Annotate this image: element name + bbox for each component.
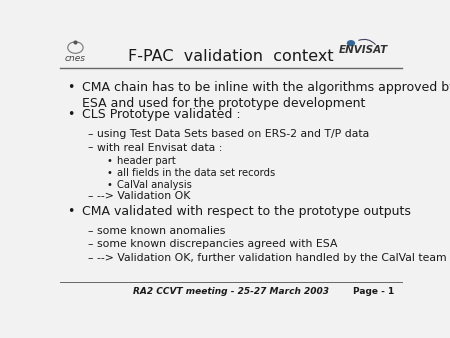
- Text: cnes: cnes: [65, 54, 86, 63]
- Text: some known discrepancies agreed with ESA: some known discrepancies agreed with ESA: [97, 239, 338, 249]
- Text: •: •: [107, 156, 112, 166]
- Text: --> Validation OK: --> Validation OK: [97, 191, 191, 201]
- Text: –: –: [88, 253, 93, 263]
- Text: –: –: [88, 225, 93, 236]
- Text: –: –: [88, 191, 93, 201]
- Text: CMA chain has to be inline with the algorithms approved by
ESA and used for the : CMA chain has to be inline with the algo…: [82, 81, 450, 110]
- Text: •: •: [67, 81, 74, 94]
- Text: all fields in the data set records: all fields in the data set records: [117, 168, 275, 178]
- Text: –: –: [88, 129, 93, 139]
- Text: some known anomalies: some known anomalies: [97, 225, 226, 236]
- Text: •: •: [67, 108, 74, 121]
- Text: RA2 CCVT meeting - 25-27 March 2003: RA2 CCVT meeting - 25-27 March 2003: [133, 287, 328, 296]
- Text: CLS Prototype validated :: CLS Prototype validated :: [82, 108, 241, 121]
- Text: F-PAC  validation  context: F-PAC validation context: [128, 49, 333, 64]
- Text: CalVal analysis: CalVal analysis: [117, 179, 192, 190]
- Text: --> Validation OK, further validation handled by the CalVal team: --> Validation OK, further validation ha…: [97, 253, 447, 263]
- Text: –: –: [88, 143, 93, 152]
- Text: using Test Data Sets based on ERS-2 and T/P data: using Test Data Sets based on ERS-2 and …: [97, 129, 369, 139]
- Text: header part: header part: [117, 156, 176, 166]
- Text: •: •: [107, 179, 112, 190]
- Text: –: –: [88, 239, 93, 249]
- Text: with real Envisat data :: with real Envisat data :: [97, 143, 223, 152]
- Text: Page - 1: Page - 1: [353, 287, 395, 296]
- Circle shape: [347, 40, 355, 46]
- Text: •: •: [107, 168, 112, 178]
- Text: •: •: [67, 205, 74, 218]
- Text: CMA validated with respect to the prototype outputs: CMA validated with respect to the protot…: [82, 205, 411, 218]
- Text: ENVISAT: ENVISAT: [338, 45, 388, 55]
